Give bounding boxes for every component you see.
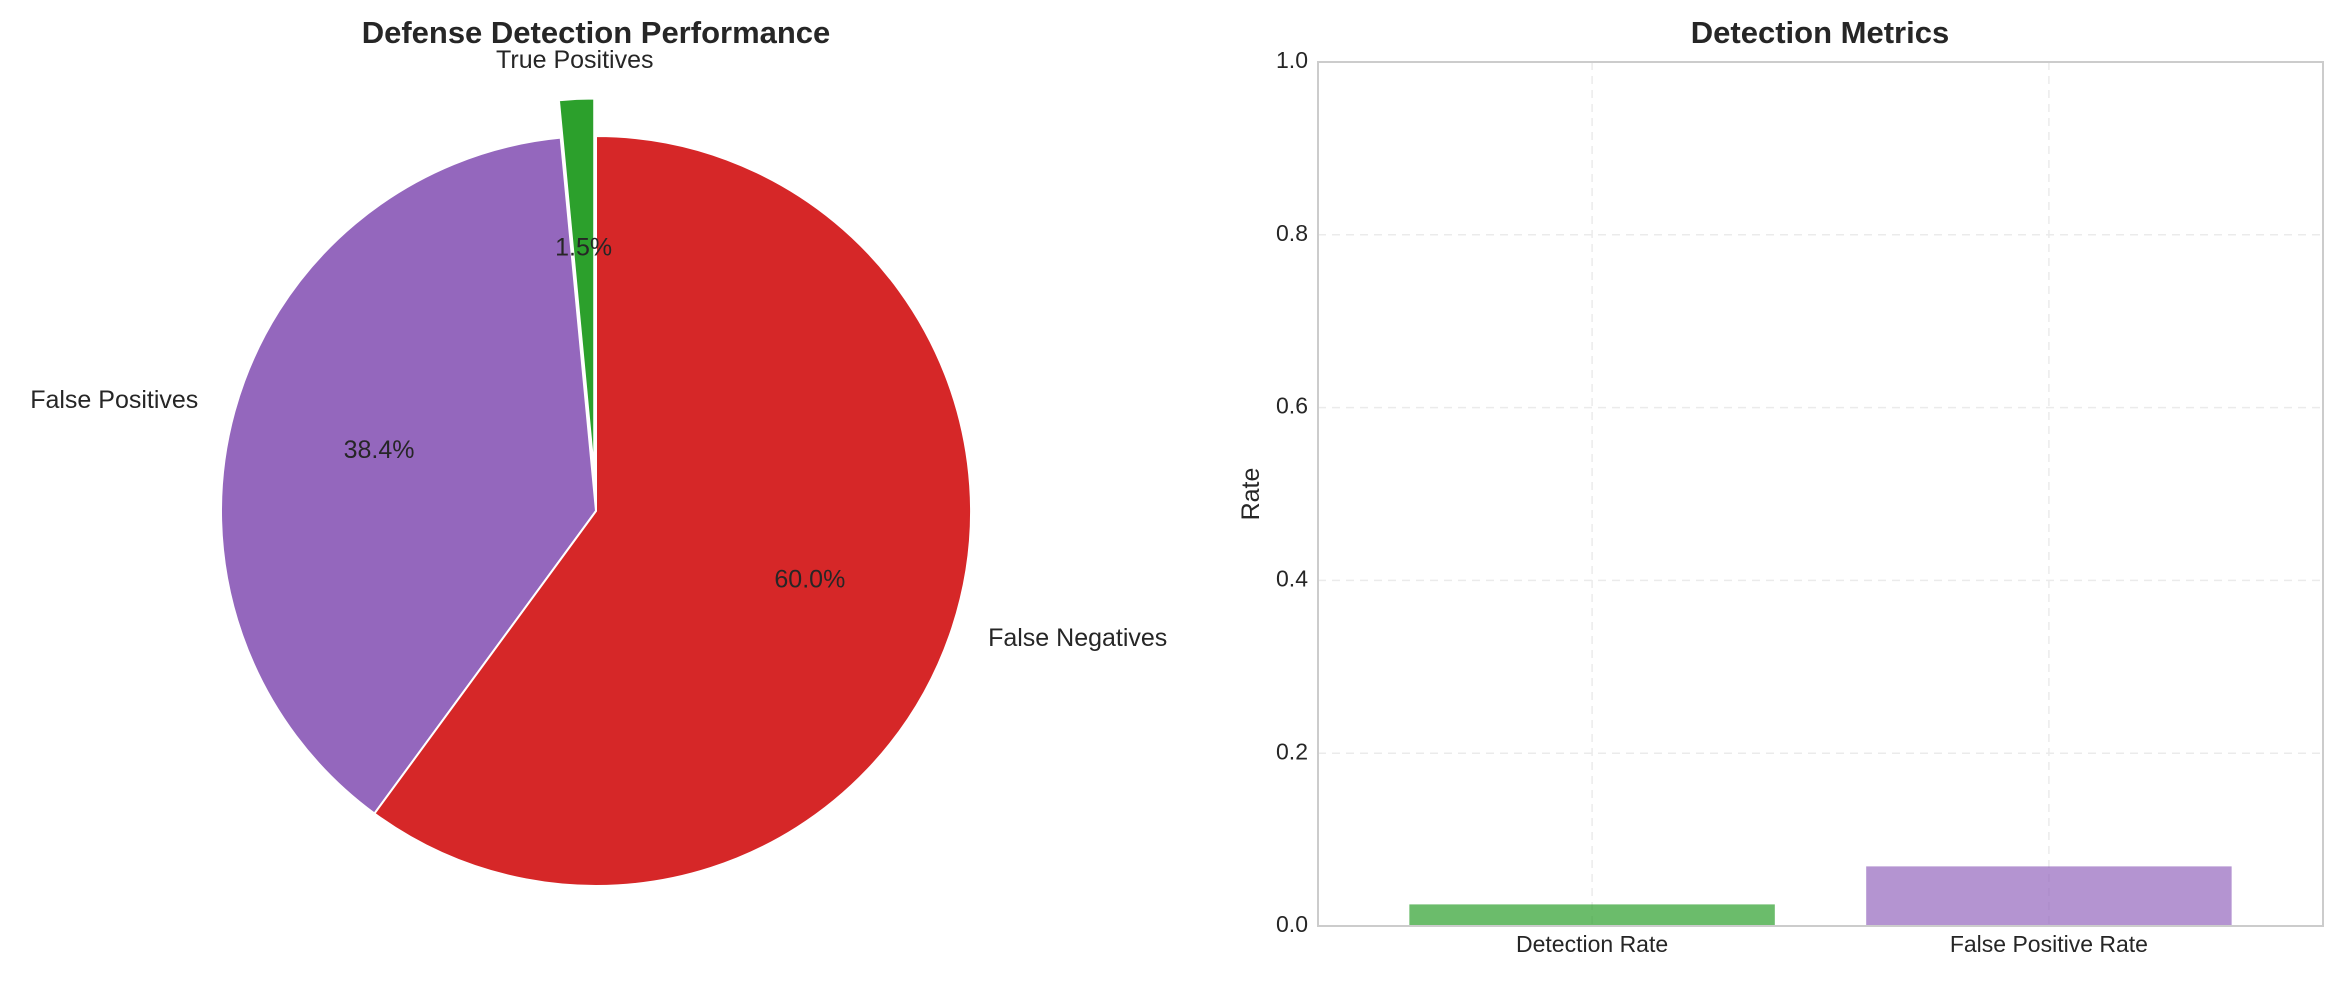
pie-label-false-positives: False Positives [30,386,198,414]
pie-label-true-positives: True Positives [496,46,653,74]
bar-chart-title: Detection Metrics [1691,15,1949,50]
pie-percent-false-positives: 38.4% [344,436,415,464]
y-tick-label: 1.0 [1276,47,1308,73]
pie-slice-false-negatives [373,134,972,887]
pie-slice-true-positives [557,97,596,474]
bar-false-positive-rate [1866,866,2232,926]
bar-chart: Detection Metrics 0.0 0.2 0.4 0.6 0.8 1.0 Dete… [1237,15,2324,957]
pie-percent-true-positives: 1.5% [555,233,612,261]
pie-chart: Defense Detection Performance True Posit… [30,15,1167,887]
y-axis-label: Rate [1237,468,1265,521]
x-tick-label-false-positive-rate: False Positive Rate [1950,931,2148,957]
pie-chart-title: Defense Detection Performance [362,15,831,50]
y-tick-label: 0.8 [1276,220,1308,246]
pie-label-false-negatives: False Negatives [988,624,1167,652]
pie-percent-false-negatives: 60.0% [774,566,845,594]
plot-frame [1317,61,2324,927]
x-tick-label-detection-rate: Detection Rate [1516,931,1668,957]
y-tick-label: 0.4 [1276,565,1308,591]
y-tick-label: 0.0 [1276,911,1308,937]
pie-slice-false-positives [220,136,598,815]
bar-detection-rate [1409,904,1775,926]
y-tick-label: 0.6 [1276,393,1308,419]
y-tick-label: 0.2 [1276,738,1308,764]
